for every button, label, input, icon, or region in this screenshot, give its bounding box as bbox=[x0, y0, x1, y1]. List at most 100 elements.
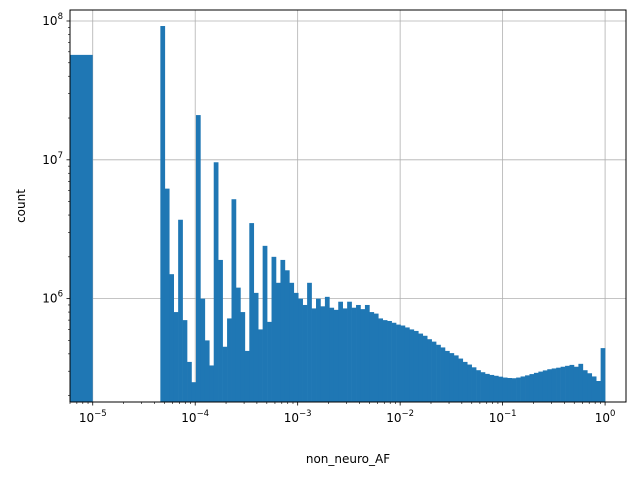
histogram-bar-46 bbox=[360, 309, 366, 402]
histogram-bar-54 bbox=[396, 324, 401, 402]
histogram-bar-20 bbox=[244, 350, 250, 402]
histogram-bar-98 bbox=[591, 376, 597, 402]
histogram-bar-74 bbox=[485, 373, 490, 402]
histogram-bar-24 bbox=[262, 245, 268, 402]
histogram-bar-96 bbox=[582, 370, 588, 402]
histogram-bar-44 bbox=[351, 307, 357, 402]
histogram-bar-11 bbox=[204, 340, 210, 402]
axis-ticks: 10−5 10−4 10−3 10−2 10−1 100 106 107 108 bbox=[42, 12, 615, 425]
histogram-bar-37 bbox=[320, 306, 326, 402]
histogram-bar-17 bbox=[231, 199, 237, 402]
histogram-bar-79 bbox=[507, 378, 512, 402]
histogram-bar-13 bbox=[213, 162, 219, 402]
histogram-bar-67 bbox=[453, 355, 459, 402]
histogram-bar-68 bbox=[458, 358, 464, 402]
histogram-bar-77 bbox=[498, 376, 504, 402]
histogram-bar-51 bbox=[382, 320, 388, 402]
histogram-bar-30 bbox=[289, 282, 295, 402]
histogram-bar-3 bbox=[169, 274, 174, 402]
y-axis-label: count bbox=[14, 189, 28, 223]
histogram-bar-69 bbox=[462, 361, 468, 402]
histogram-bar-73 bbox=[480, 372, 486, 402]
histogram-bar-95 bbox=[578, 363, 584, 402]
histogram-bar-61 bbox=[427, 339, 432, 402]
histogram-bar-26 bbox=[271, 256, 277, 402]
x-tick-label-0: 10−5 bbox=[79, 409, 107, 425]
histogram-bar-58 bbox=[413, 330, 419, 402]
histogram-bar-71 bbox=[471, 367, 477, 402]
histogram-bar-8 bbox=[191, 382, 197, 402]
histogram-bar-25 bbox=[267, 321, 272, 402]
x-tick-label-1: 10−4 bbox=[181, 409, 209, 425]
histogram-bar-97 bbox=[587, 373, 593, 402]
histogram-bar-43 bbox=[347, 301, 352, 402]
histogram-bar-50 bbox=[378, 318, 384, 402]
histogram-bar-21 bbox=[249, 223, 255, 402]
histogram-bar-15 bbox=[222, 346, 228, 402]
histogram-bar-10 bbox=[200, 298, 206, 402]
histogram-bar-60 bbox=[422, 335, 428, 402]
histogram-bar-88 bbox=[547, 369, 553, 402]
histogram-bar-62 bbox=[431, 341, 437, 402]
histogram-bar-64 bbox=[440, 347, 446, 402]
histogram-bar-66 bbox=[449, 353, 455, 402]
histogram-bar-100 bbox=[600, 348, 606, 402]
histogram-bar-19 bbox=[240, 312, 246, 402]
histogram-bar-55 bbox=[400, 325, 406, 402]
histogram-bar-16 bbox=[227, 318, 232, 402]
histogram-bar-52 bbox=[387, 320, 392, 402]
histogram-bar-83 bbox=[525, 375, 530, 402]
histogram-bar-49 bbox=[373, 313, 379, 402]
histogram-bar-28 bbox=[280, 259, 286, 402]
histogram-bar-1 bbox=[160, 26, 166, 402]
x-tick-label-3: 10−2 bbox=[386, 409, 414, 425]
histogram-bar-48 bbox=[369, 312, 375, 402]
histogram-bar-0 bbox=[70, 54, 93, 403]
histogram-bar-70 bbox=[467, 364, 472, 402]
histogram-bar-91 bbox=[560, 366, 566, 402]
x-tick-label-2: 10−3 bbox=[284, 409, 312, 425]
histogram-bars bbox=[70, 26, 606, 403]
histogram-bar-80 bbox=[511, 378, 517, 402]
histogram-bar-34 bbox=[307, 282, 312, 402]
histogram-bar-82 bbox=[520, 376, 526, 402]
histogram-bar-93 bbox=[569, 364, 575, 402]
histogram-bar-33 bbox=[302, 304, 308, 402]
histogram-bar-86 bbox=[538, 371, 544, 402]
histogram-bar-94 bbox=[573, 366, 579, 402]
histogram-bar-53 bbox=[391, 322, 397, 402]
histogram-bar-18 bbox=[235, 287, 241, 402]
histogram-bar-45 bbox=[356, 304, 361, 402]
y-tick-label-0: 106 bbox=[42, 290, 63, 306]
histogram-bar-12 bbox=[209, 365, 215, 402]
histogram-bar-36 bbox=[316, 298, 321, 402]
histogram-bar-23 bbox=[258, 329, 263, 402]
plot-frame bbox=[69, 9, 627, 403]
x-tick-label-5: 100 bbox=[595, 409, 616, 425]
histogram-bar-7 bbox=[187, 361, 192, 402]
histogram-bar-99 bbox=[596, 381, 601, 402]
histogram-bar-57 bbox=[409, 329, 415, 402]
histogram-bar-85 bbox=[533, 372, 539, 402]
histogram-bar-76 bbox=[493, 375, 499, 402]
histogram-bar-5 bbox=[178, 219, 183, 402]
histogram-bar-35 bbox=[311, 308, 317, 402]
histogram-bar-65 bbox=[444, 350, 450, 402]
histogram-bar-38 bbox=[324, 296, 330, 402]
histogram-bar-41 bbox=[338, 301, 343, 402]
histogram-bar-40 bbox=[333, 309, 339, 402]
histogram-bar-75 bbox=[489, 374, 495, 402]
histogram-bar-39 bbox=[329, 307, 335, 402]
histogram-bar-84 bbox=[529, 374, 535, 402]
histogram-bar-59 bbox=[418, 333, 424, 402]
x-axis-label: non_neuro_AF bbox=[306, 452, 390, 466]
histogram-bar-78 bbox=[502, 377, 508, 402]
histogram-bar-92 bbox=[565, 365, 570, 402]
histogram-bar-29 bbox=[284, 270, 290, 402]
histogram-bar-90 bbox=[556, 367, 561, 402]
histogram-bar-4 bbox=[173, 312, 179, 402]
x-tick-label-4: 10−1 bbox=[489, 409, 517, 425]
histogram-bar-72 bbox=[476, 370, 481, 402]
